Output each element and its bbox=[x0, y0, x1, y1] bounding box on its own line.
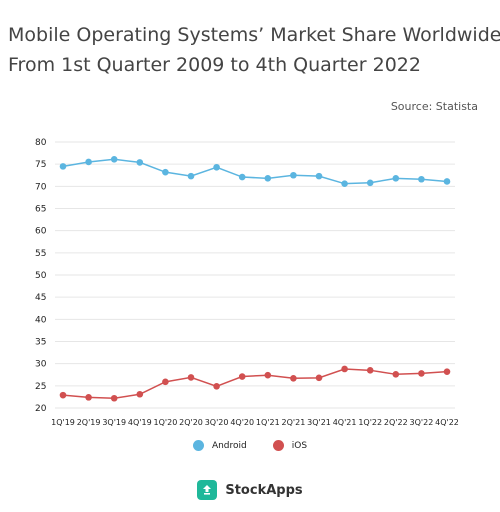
x-tick-label: 3Q'19 bbox=[102, 418, 126, 427]
x-tick-label: 1Q'21 bbox=[256, 418, 280, 427]
x-tick-label: 4Q'20 bbox=[230, 418, 254, 427]
x-tick-label: 1Q'19 bbox=[51, 418, 75, 427]
data-point-android bbox=[213, 163, 220, 171]
data-point-android bbox=[110, 155, 118, 163]
chart-title-line-1: Mobile Operating Systems’ Market Share W… bbox=[8, 24, 500, 46]
y-tick-label: 20 bbox=[35, 404, 47, 414]
y-tick-label: 65 bbox=[35, 205, 46, 215]
data-point-android bbox=[315, 172, 323, 180]
x-tick-label: 3Q'21 bbox=[307, 418, 331, 427]
x-tick-label: 1Q'20 bbox=[154, 418, 178, 427]
data-point-ios bbox=[418, 370, 425, 377]
x-tick-label: 2Q'22 bbox=[384, 418, 408, 427]
data-point-ios bbox=[213, 382, 220, 390]
x-tick-label: 2Q'19 bbox=[77, 418, 101, 427]
y-tick-label: 50 bbox=[35, 271, 47, 281]
x-tick-label: 4Q'22 bbox=[435, 418, 459, 427]
y-tick-label: 25 bbox=[35, 382, 46, 392]
y-tick-label: 75 bbox=[35, 160, 46, 170]
data-point-android bbox=[162, 168, 169, 176]
legend-label: Android bbox=[211, 440, 247, 451]
data-point-ios bbox=[264, 371, 272, 379]
y-tick-label: 40 bbox=[35, 315, 47, 325]
data-point-android bbox=[85, 158, 92, 166]
brand-logo: StockApps bbox=[0, 480, 500, 500]
y-tick-label: 45 bbox=[35, 293, 46, 303]
data-point-ios bbox=[341, 365, 348, 373]
data-point-android bbox=[136, 159, 144, 166]
x-tick-label: 3Q'20 bbox=[205, 418, 229, 427]
x-tick-label: 2Q'21 bbox=[282, 418, 306, 427]
y-tick-label: 30 bbox=[35, 360, 47, 370]
data-point-ios bbox=[59, 391, 67, 399]
y-tick-label: 55 bbox=[35, 249, 46, 259]
data-point-android bbox=[238, 173, 246, 181]
x-tick-label: 2Q'20 bbox=[179, 418, 203, 427]
data-point-ios bbox=[290, 374, 297, 382]
data-point-ios bbox=[187, 374, 195, 381]
data-point-android bbox=[264, 175, 272, 182]
data-point-ios bbox=[110, 394, 118, 402]
legend-item-android: Android bbox=[192, 440, 247, 451]
data-point-android bbox=[187, 172, 195, 180]
data-point-android bbox=[443, 178, 451, 185]
series-line-android bbox=[62, 158, 448, 185]
x-tick-label: 3Q'22 bbox=[410, 418, 434, 427]
legend-label: iOS bbox=[291, 440, 308, 451]
legend-marker bbox=[192, 440, 204, 451]
line-chart: 20 25 30 35 40 45 50 55 60 65 70 75 80 1Q'19 2Q'19 3Q'1… bbox=[35, 138, 459, 427]
brand-name: StockApps bbox=[225, 482, 303, 498]
source-label: Source: Statista bbox=[390, 100, 478, 113]
data-point-ios bbox=[85, 394, 92, 401]
data-point-ios bbox=[392, 371, 400, 378]
chart-title-line-2: From 1st Quarter 2009 to 4th Quarter 202… bbox=[8, 54, 421, 76]
chart-title: Mobile Operating Systems’ Market Share W… bbox=[8, 20, 500, 80]
data-point-ios bbox=[238, 373, 246, 380]
data-point-ios bbox=[162, 378, 169, 386]
y-tick-label: 70 bbox=[35, 182, 47, 192]
x-tick-label: 1Q'22 bbox=[358, 418, 382, 427]
series-line-ios bbox=[62, 368, 448, 399]
y-tick-label: 80 bbox=[35, 138, 47, 148]
x-tick-label: 4Q'21 bbox=[333, 418, 357, 427]
data-point-android bbox=[366, 179, 374, 187]
stockapps-logo-icon bbox=[197, 480, 218, 500]
legend-item-ios: iOS bbox=[272, 440, 308, 451]
data-point-android bbox=[392, 175, 400, 182]
data-point-ios bbox=[443, 368, 451, 375]
y-tick-label: 35 bbox=[35, 338, 46, 348]
y-tick-label: 60 bbox=[35, 227, 47, 237]
data-point-android bbox=[290, 171, 297, 179]
data-point-android bbox=[418, 175, 425, 183]
data-point-ios bbox=[366, 367, 374, 374]
data-point-android bbox=[59, 163, 67, 170]
data-point-ios bbox=[315, 374, 323, 382]
chart-legend: Android iOS bbox=[0, 440, 500, 451]
data-point-ios bbox=[136, 390, 144, 398]
data-point-android bbox=[341, 180, 348, 187]
legend-marker bbox=[272, 440, 284, 451]
x-tick-label: 4Q'19 bbox=[128, 418, 152, 427]
